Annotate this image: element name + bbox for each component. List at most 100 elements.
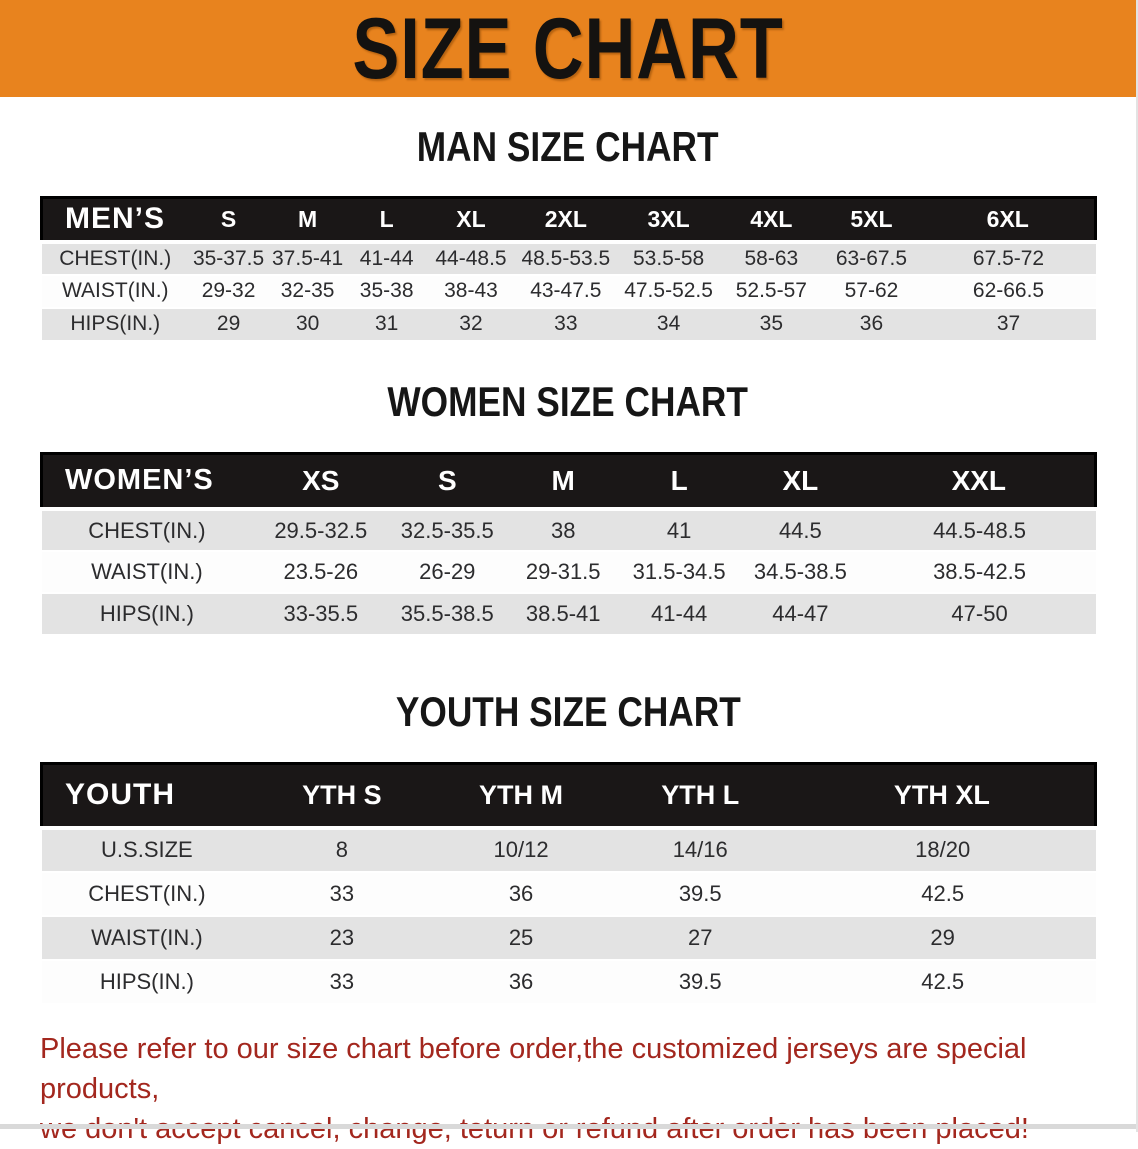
size-value-cell: 10/12 <box>431 825 611 873</box>
row-label: WAIST(IN.) <box>41 551 253 594</box>
size-value-cell: 32.5-35.5 <box>389 507 506 552</box>
size-value-cell: 29-31.5 <box>505 551 622 594</box>
size-value-cell: 32-35 <box>268 274 348 309</box>
size-value-cell: 32 <box>426 307 516 342</box>
size-value-cell: 14/16 <box>610 825 790 873</box>
size-value-cell: 33 <box>515 307 616 342</box>
row-label: CHEST(IN.) <box>41 507 253 552</box>
women-section-heading-text: WOMEN SIZE CHART <box>387 377 749 425</box>
size-value-cell: 33 <box>252 959 432 1005</box>
size-value-cell: 58-63 <box>721 239 822 276</box>
size-value-cell: 38.5-41 <box>505 593 622 636</box>
size-value-cell: 37.5-41 <box>268 239 348 276</box>
size-column-header: YTH S <box>252 762 432 829</box>
size-value-cell: 23.5-26 <box>252 551 390 594</box>
size-value-cell: 38.5-42.5 <box>863 551 1096 594</box>
row-label: WAIST(IN.) <box>41 915 253 961</box>
size-value-cell: 42.5 <box>789 871 1096 917</box>
size-value-cell: 29.5-32.5 <box>252 507 390 552</box>
size-value-cell: 39.5 <box>610 959 790 1005</box>
size-value-cell: 43-47.5 <box>515 274 616 309</box>
size-value-cell: 44-47 <box>737 593 864 636</box>
table-header-row: MEN’S S M L XL 2XL 3XL 4XL 5XL 6XL <box>40 196 1097 243</box>
men-section-heading: MAN SIZE CHART <box>0 123 1136 171</box>
size-value-cell: 26-29 <box>389 551 506 594</box>
size-value-cell: 44-48.5 <box>426 239 516 276</box>
size-column-header: S <box>189 196 269 243</box>
measurement-row: WAIST(IN.) 23 25 27 29 <box>41 915 1096 961</box>
measurement-row: CHEST(IN.) 33 36 39.5 42.5 <box>41 871 1096 917</box>
size-column-header: L <box>621 451 738 511</box>
table-title-cell: WOMEN’S <box>40 451 253 511</box>
row-label: HIPS(IN.) <box>41 959 253 1005</box>
size-value-cell: 29 <box>189 307 269 342</box>
size-value-cell: 41-44 <box>621 593 738 636</box>
size-value-cell: 23 <box>252 915 432 961</box>
size-value-cell: 27 <box>610 915 790 961</box>
table-title-cell: MEN’S <box>40 196 190 243</box>
size-column-header: YTH L <box>610 762 790 829</box>
size-chart-banner: SIZE CHART <box>0 0 1136 97</box>
measurement-row: U.S.SIZE 8 10/12 14/16 18/20 <box>41 825 1096 873</box>
size-value-cell: 34 <box>615 307 722 342</box>
size-value-cell: 35.5-38.5 <box>389 593 506 636</box>
measurement-row: CHEST(IN.) 29.5-32.5 32.5-35.5 38 41 44.5 44.5… <box>41 507 1096 552</box>
youth-size-table-wrap: YOUTH YTH S YTH M YTH L YTH XL U.S.SIZE 8 10/12… <box>0 762 1136 1005</box>
size-value-cell: 37 <box>921 307 1096 342</box>
size-column-header: M <box>268 196 348 243</box>
size-value-cell: 35-37.5 <box>189 239 269 276</box>
size-column-header: 4XL <box>721 196 822 243</box>
size-column-header: 3XL <box>615 196 722 243</box>
size-value-cell: 35 <box>721 307 822 342</box>
size-value-cell: 35-38 <box>347 274 427 309</box>
measurement-row: WAIST(IN.) 29-32 32-35 35-38 38-43 43-47.5 47.… <box>41 274 1096 309</box>
size-value-cell: 8 <box>252 825 432 873</box>
size-value-cell: 25 <box>431 915 611 961</box>
size-value-cell: 39.5 <box>610 871 790 917</box>
youth-section-heading-text: YOUTH SIZE CHART <box>395 688 741 735</box>
row-label: WAIST(IN.) <box>41 274 190 309</box>
row-label: CHEST(IN.) <box>41 871 253 917</box>
men-size-section: MAN SIZE CHART MEN’S S M L XL 2XL 3XL 4XL 5XL 6XL… <box>0 123 1136 342</box>
men-section-heading-text: MAN SIZE CHART <box>417 123 719 170</box>
men-size-table: MEN’S S M L XL 2XL 3XL 4XL 5XL 6XL CHEST(IN.) 35-37… <box>40 196 1097 342</box>
size-value-cell: 36 <box>431 871 611 917</box>
size-column-header: YTH M <box>431 762 611 829</box>
table-header-row: WOMEN’S XS S M L XL XXL <box>40 451 1097 511</box>
size-column-header: XL <box>426 196 516 243</box>
measurement-row: HIPS(IN.) 33-35.5 35.5-38.5 38.5-41 41-44 44-… <box>41 593 1096 636</box>
size-value-cell: 48.5-53.5 <box>515 239 616 276</box>
size-column-header: L <box>347 196 427 243</box>
size-column-header: XL <box>737 451 864 511</box>
size-value-cell: 57-62 <box>821 274 922 309</box>
size-value-cell: 38 <box>505 507 622 552</box>
youth-section-heading: YOUTH SIZE CHART <box>0 688 1136 736</box>
size-value-cell: 30 <box>268 307 348 342</box>
men-size-table-wrap: MEN’S S M L XL 2XL 3XL 4XL 5XL 6XL CHEST(IN.) 35-37… <box>0 196 1136 342</box>
table-header-row: YOUTH YTH S YTH M YTH L YTH XL <box>40 762 1097 829</box>
size-value-cell: 52.5-57 <box>721 274 822 309</box>
measurement-row: HIPS(IN.) 33 36 39.5 42.5 <box>41 959 1096 1005</box>
measurement-row: WAIST(IN.) 23.5-26 26-29 29-31.5 31.5-34.5 34… <box>41 551 1096 594</box>
size-value-cell: 33 <box>252 871 432 917</box>
size-column-header: S <box>389 451 506 511</box>
order-disclaimer-note: Please refer to our size chart before or… <box>40 1029 1106 1149</box>
disclaimer-line-1: Please refer to our size chart before or… <box>40 1032 1027 1105</box>
size-value-cell: 41 <box>621 507 738 552</box>
size-value-cell: 29 <box>789 915 1096 961</box>
size-value-cell: 38-43 <box>426 274 516 309</box>
youth-size-section: YOUTH SIZE CHART YOUTH YTH S YTH M YTH L YTH… <box>0 688 1136 1005</box>
table-title-cell: YOUTH <box>40 762 253 829</box>
size-value-cell: 47-50 <box>863 593 1096 636</box>
size-column-header: 6XL <box>921 196 1097 243</box>
women-size-table: WOMEN’S XS S M L XL XXL CHEST(IN.) 29.5-32.5 32.5… <box>40 451 1097 636</box>
size-value-cell: 34.5-38.5 <box>737 551 864 594</box>
banner-title: SIZE CHART <box>352 0 784 97</box>
row-label: CHEST(IN.) <box>41 239 190 276</box>
size-value-cell: 41-44 <box>347 239 427 276</box>
size-value-cell: 31 <box>347 307 427 342</box>
size-value-cell: 42.5 <box>789 959 1096 1005</box>
size-column-header: 5XL <box>821 196 922 243</box>
size-value-cell: 44.5 <box>737 507 864 552</box>
size-value-cell: 31.5-34.5 <box>621 551 738 594</box>
